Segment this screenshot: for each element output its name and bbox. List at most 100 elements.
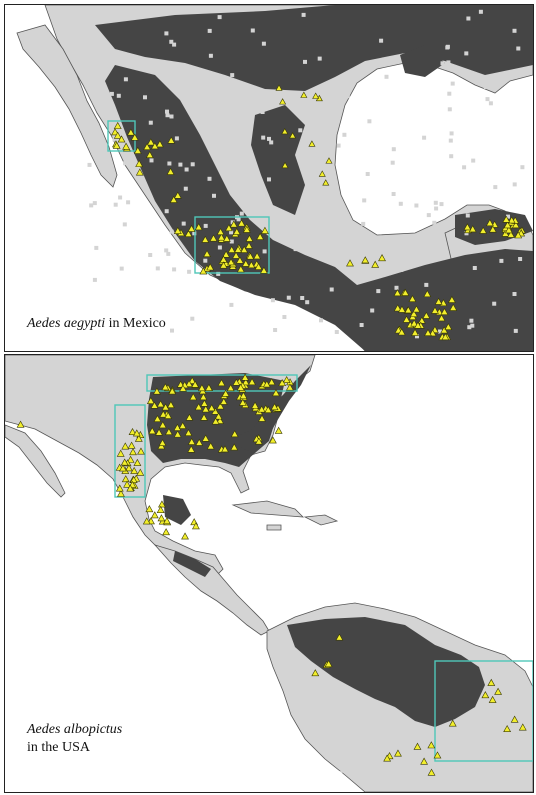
grid-speck (384, 74, 389, 79)
occurrence-marker (157, 514, 166, 522)
occurrence-marker (230, 430, 239, 438)
occurrence-marker (260, 266, 268, 274)
occurrence-marker (227, 258, 235, 266)
grid-speck (379, 38, 384, 43)
grid-speck (273, 328, 278, 332)
occurrence-marker (414, 321, 422, 329)
occurrence-marker (156, 505, 165, 513)
occurrence-marker (383, 754, 392, 762)
region-name: in Mexico (108, 316, 166, 331)
occurrence-marker (404, 306, 413, 314)
grid-speck (512, 292, 517, 296)
grid-speck (486, 80, 491, 84)
grid-speck (188, 101, 193, 106)
occurrence-marker (153, 414, 162, 422)
occurrence-marker (191, 380, 200, 388)
occurrence-marker (199, 267, 208, 275)
occurrence-marker (256, 232, 265, 240)
occurrence-marker (424, 328, 432, 336)
occurrence-marker (410, 319, 419, 327)
occurrence-marker (409, 309, 418, 317)
occurrence-marker (402, 315, 411, 323)
occurrence-marker (184, 428, 193, 437)
grid-speck (96, 12, 101, 17)
grid-speck (422, 135, 427, 140)
grid-speck (376, 289, 381, 294)
grid-speck (173, 73, 177, 78)
occurrence-marker (216, 227, 225, 236)
occurrence-marker (132, 429, 141, 437)
occurrence-marker (201, 405, 210, 413)
occurrence-marker (188, 376, 197, 384)
grid-speck (329, 287, 334, 292)
grid-speck (506, 214, 510, 219)
grid-speck (270, 298, 275, 303)
occurrence-marker (168, 387, 177, 395)
occurrence-marker (507, 216, 516, 224)
grid-speck (245, 113, 250, 118)
occurrence-marker (111, 128, 119, 136)
grid-speck (361, 67, 366, 72)
occurrence-marker (232, 251, 240, 259)
grid-speck (394, 285, 399, 290)
grid-speck (512, 182, 517, 187)
chevron-up-icon: ⌃ (191, 769, 206, 786)
occurrence-marker (261, 226, 269, 234)
occurrence-marker (164, 411, 173, 419)
grid-speck (286, 295, 291, 300)
grid-speck (207, 28, 212, 33)
grid-speck (516, 46, 521, 51)
grid-speck (123, 77, 128, 82)
occurrence-marker (408, 294, 417, 302)
occurrence-marker (281, 161, 289, 169)
occurrence-marker (236, 265, 245, 273)
grid-speck (449, 154, 454, 159)
grid-speck (513, 328, 518, 333)
grid-speck (440, 61, 445, 66)
grid-speck (149, 158, 154, 163)
grid-speck (169, 229, 174, 234)
caption-label[interactable]: Caption (217, 769, 277, 786)
caption-toggle[interactable]: ⌃ Caption | ure 6 (0, 767, 536, 787)
suitability-layer (95, 5, 533, 351)
occurrence-marker (361, 256, 370, 264)
occurrence-marker (194, 223, 203, 231)
occurrence-marker (211, 407, 220, 415)
occurrence-marker (153, 387, 161, 395)
occurrence-marker (412, 305, 421, 313)
occurrence-marker (511, 221, 520, 229)
occurrence-marker (322, 179, 330, 186)
occurrence-marker (126, 128, 135, 136)
grid-speck (148, 253, 153, 257)
grid-speck (164, 248, 169, 253)
grid-speck (212, 193, 216, 198)
grid-speck (450, 81, 455, 86)
grid-speck (169, 39, 174, 44)
grid-speck (426, 213, 431, 218)
occurrence-marker (135, 168, 144, 176)
occurrence-marker (510, 715, 519, 723)
grid-speck (260, 110, 265, 114)
grid-speck (439, 202, 444, 207)
occurrence-marker (282, 375, 291, 384)
grid-speck (230, 73, 235, 78)
occurrence-marker (197, 384, 206, 392)
occurrence-marker (216, 416, 224, 424)
grid-speck (391, 192, 396, 196)
occurrence-marker (229, 220, 238, 228)
grid-speck (390, 160, 395, 165)
occurrence-marker (423, 290, 432, 298)
occurrence-marker (16, 420, 25, 428)
occurrence-marker (272, 389, 280, 397)
occurrence-marker (200, 413, 208, 421)
occurrence-marker (463, 223, 472, 231)
grid-speck (305, 300, 310, 305)
occurrence-marker (507, 230, 515, 238)
occurrence-marker (434, 297, 443, 305)
occurrence-marker (195, 438, 204, 446)
grid-speck (447, 91, 452, 96)
grid-speck (164, 209, 169, 214)
grid-speck (211, 81, 216, 86)
grid-speck (434, 206, 439, 211)
grid-speck (229, 302, 234, 307)
